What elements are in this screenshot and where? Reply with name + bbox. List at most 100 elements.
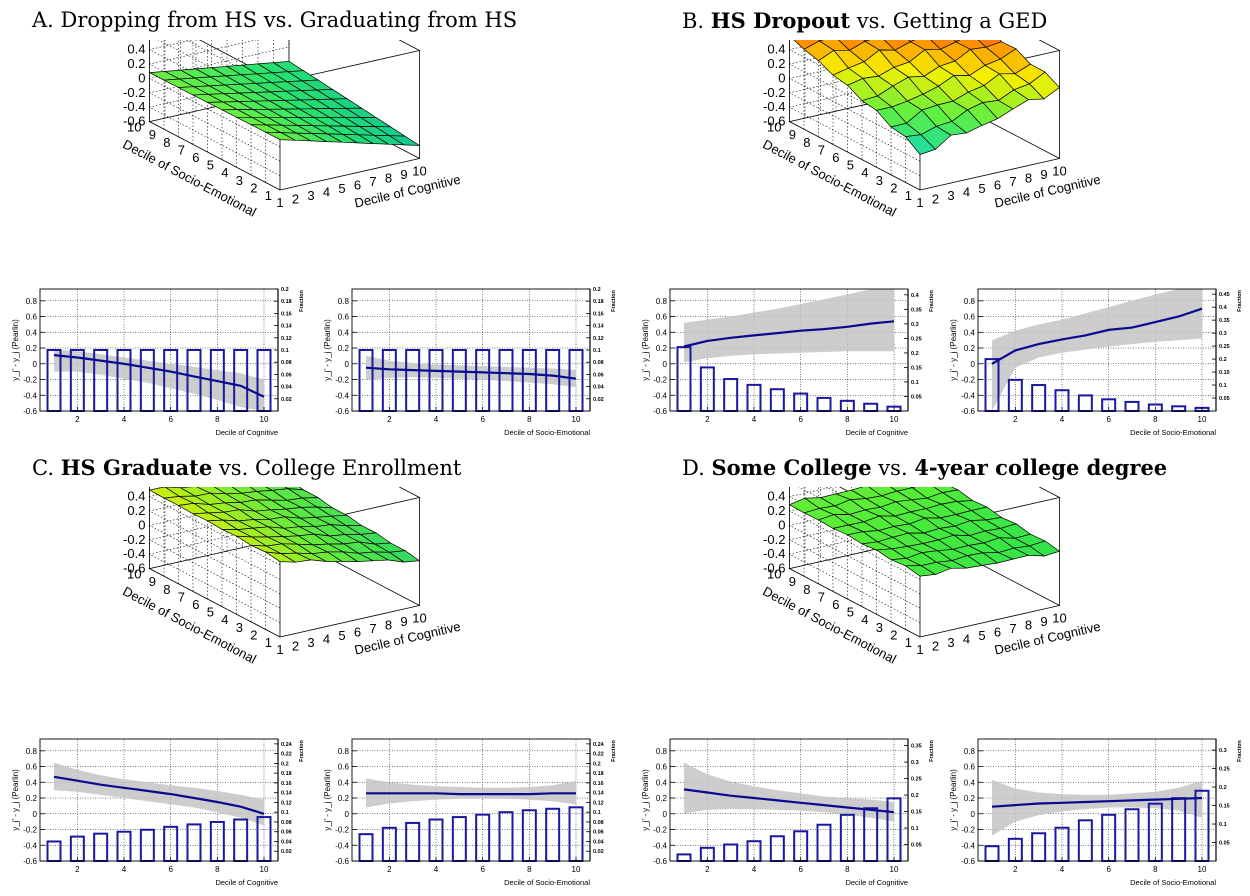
fraction-tick-label: 0.08: [593, 360, 604, 366]
x-axis-label: Decile of Socio-Emotional: [1130, 878, 1216, 887]
y-tick-label: 0.6: [26, 763, 38, 772]
y-axis-label: y_j' - y_j (Pearlin): [641, 769, 650, 831]
fraction-bar: [451, 816, 467, 862]
x-tick-label: 2: [932, 192, 939, 207]
effect-line: [683, 788, 895, 814]
y-tick-label: 0.8: [338, 297, 350, 306]
fraction-tick-label: 0.15: [911, 365, 922, 371]
x-axis-label: Decile of Socio-Emotional: [504, 878, 590, 887]
socio-plot-B: -0.6 -0.4 -0.2 0 0.2 0.4 0.6 0.8 y_j' - y_j (Pea…: [949, 288, 1243, 437]
fraction-tick-label: 0.3: [1219, 748, 1227, 754]
fraction-bar: [863, 402, 879, 413]
fraction-tick-label: 0.04: [593, 839, 605, 845]
x-tick-label: 8: [1025, 618, 1032, 633]
fraction-tick-label: 0.02: [593, 397, 604, 403]
y-tick-label: -0.2: [335, 376, 349, 385]
y-tick-label: -0.4: [961, 841, 975, 850]
z-tick-label: -0.2: [123, 532, 145, 547]
x-tick-label: 10: [890, 415, 899, 424]
z-tick-label: 0.6: [767, 40, 785, 42]
y-tick-label: 0.6: [964, 763, 976, 772]
fraction-tick-label: 0.45: [1219, 292, 1230, 298]
surface-mesh: [793, 40, 1061, 155]
y-tick-label: -0.2: [653, 376, 667, 385]
x-tick-label: 4: [752, 415, 757, 424]
x-axis-label: Decile of Cognitive: [845, 428, 908, 437]
fraction-bar: [1124, 400, 1140, 412]
y-tick-label: 0.2: [964, 344, 976, 353]
z-tick-label: 0.4: [767, 489, 785, 504]
title-first-outcome: Dropping from HS: [60, 8, 258, 32]
y-tick-label: 0.2: [26, 794, 38, 803]
surface-plot-B: -0.6-0.4-0.200.20.40.60.8y_j' - y_j (Pea…: [760, 40, 1102, 220]
x-tick-label: 4: [434, 415, 439, 424]
y-tick-label: 0.6: [656, 313, 668, 322]
fraction-bar: [1077, 819, 1093, 863]
y-tick-label: 0.2: [338, 344, 350, 353]
x-tick-label: 8: [527, 415, 532, 424]
z-tick-label: 0.4: [127, 489, 145, 504]
x-tick-label: 2: [932, 639, 939, 654]
y-tick-label: 2: [250, 627, 257, 642]
x-axis-ticks: 2 4 6 8 10: [387, 407, 581, 424]
cognitive-plot-C: -0.6 -0.4 -0.2 0 0.2 0.4 0.6 0.8 y_j' - y_j (Pea…: [11, 738, 305, 887]
fraction-bars: [984, 358, 1210, 413]
confidence-band: [54, 762, 264, 826]
x-axis-ticks: 2 4 6 8 10: [75, 407, 269, 424]
fraction-tick-label: 0.12: [281, 336, 292, 342]
fraction-tick-label: 0.3: [911, 760, 919, 766]
z-tick-label: 0.2: [127, 56, 145, 71]
fraction-tick-label: 0.1: [593, 348, 601, 354]
x-tick-label: 1: [916, 642, 923, 657]
y-axis-ticks: -0.6 -0.4 -0.2 0 0.2 0.4 0.6 0.8: [23, 747, 45, 866]
z-tick-label: 0: [138, 70, 145, 85]
fraction-tick-label: 0.05: [911, 843, 922, 849]
z-tick-label: 0.2: [767, 503, 785, 518]
z-tick-label: -0.4: [763, 546, 785, 561]
x-axis-ticks: 1 2 3 4 5 6 7 8 9 10: [276, 164, 426, 211]
x-tick-label: 1: [916, 195, 923, 210]
x-tick-label: 6: [994, 178, 1001, 193]
y-axis-label: y_j' - y_j (Pearlin): [323, 319, 332, 381]
x-tick-label: 9: [400, 167, 407, 182]
y-tick-label: 0: [971, 360, 976, 369]
title-vs: vs.: [263, 8, 294, 32]
title-second-outcome: 4-year college degree: [914, 455, 1168, 480]
y-tick-label: 0.4: [656, 778, 668, 787]
y-tick-label: 0.4: [964, 778, 976, 787]
x-tick-label: 4: [752, 865, 757, 874]
y-tick-label: 4: [861, 612, 868, 627]
y-tick-label: -0.2: [23, 826, 37, 835]
y-tick-label: 5: [847, 158, 854, 173]
socio-plot-C: -0.6 -0.4 -0.2 0 0.2 0.4 0.6 0.8 y_j' - y_j (Pea…: [323, 738, 617, 887]
y-axis-label: y_j' - y_j (Pearlin): [949, 769, 958, 831]
y-tick-label: 0.2: [656, 794, 668, 803]
fraction-bar: [769, 835, 785, 863]
y-tick-label: 3: [236, 620, 243, 635]
fraction-tick-label: 0.1: [593, 810, 601, 816]
panel-title-A: A. Dropping from HS vs. Graduating from …: [32, 8, 517, 32]
effect-line: [53, 775, 265, 815]
x-tick-label: 6: [168, 415, 173, 424]
y-tick-label: 4: [861, 165, 868, 180]
y-tick-label: 0: [663, 810, 668, 819]
effect-line: [53, 354, 265, 398]
x-tick-label: 10: [1052, 611, 1066, 626]
fraction-axis-ticks: 0.05 0.1 0.15 0.2 0.25 0.3 0.35 0.4: [904, 289, 922, 411]
y-tick-label: 6: [192, 150, 199, 165]
y-tick-label: 9: [149, 127, 156, 142]
y-tick-label: 0: [33, 810, 38, 819]
title-second-outcome: College Enrollment: [254, 456, 462, 480]
x-tick-label: 4: [122, 415, 127, 424]
x-tick-label: 6: [354, 178, 361, 193]
y-tick-label: 0.8: [964, 747, 976, 756]
y-tick-label: -0.6: [653, 407, 667, 416]
fraction-tick-label: 0.18: [593, 771, 604, 777]
y-tick-label: 3: [876, 620, 883, 635]
z-tick-label: 0.6: [127, 487, 145, 489]
fraction-tick-label: 0.22: [593, 752, 604, 758]
x-tick-label: 6: [168, 865, 173, 874]
z-tick-label: 0.6: [767, 487, 785, 489]
fraction-tick-label: 0.02: [281, 397, 292, 403]
fraction-tick-label: 0.2: [593, 287, 601, 293]
